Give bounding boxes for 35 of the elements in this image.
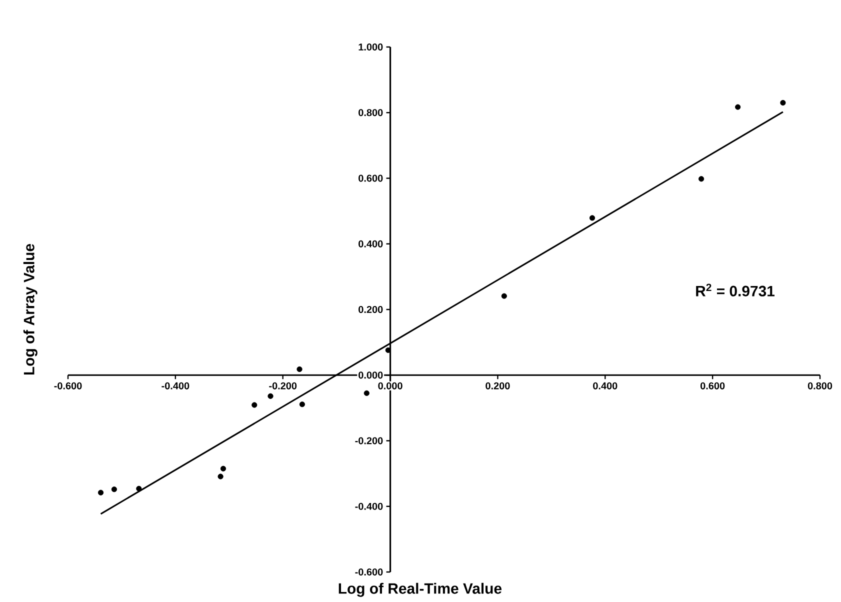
point [98,490,104,496]
x-tick-label: 0.200 [486,382,510,390]
x-tick-label: 0.600 [700,382,725,390]
y-tick-label: 1.000 [358,43,383,51]
point [220,466,226,472]
point [296,366,302,372]
point [299,402,305,408]
x-tick-label: -0.600 [54,382,82,390]
point [364,390,370,396]
point [111,486,117,492]
x-tick-label: -0.400 [162,382,190,390]
point [136,486,142,492]
point [268,393,274,399]
point [698,176,704,182]
y-axis-title: Log of Array Value [23,244,38,375]
y-tick-label: 0.200 [358,306,383,314]
annotation: R$^{2}$ = 0.9731 [696,284,775,296]
y-tick-label: -0.600 [355,568,383,576]
point [735,104,741,110]
point [589,215,596,221]
point [252,402,258,408]
x-tick-label: 0.000 [378,382,402,390]
y-tick-label: 0.600 [358,174,383,182]
y-tick-label: -0.200 [355,437,383,444]
x-tick-label: -0.200 [269,382,297,390]
y-tick-label: 0.800 [358,109,383,116]
point [501,293,507,299]
x-tick-label: 0.800 [808,382,832,390]
point [780,100,786,106]
y-tick-label: 0.400 [358,240,383,248]
point [218,474,224,480]
x-tick-label: 0.400 [593,382,618,390]
y-tick-label: -0.400 [355,502,383,510]
x-axis-title: Log of Real-Time Value [338,582,502,597]
y-tick-label: 0.000 [358,372,383,379]
